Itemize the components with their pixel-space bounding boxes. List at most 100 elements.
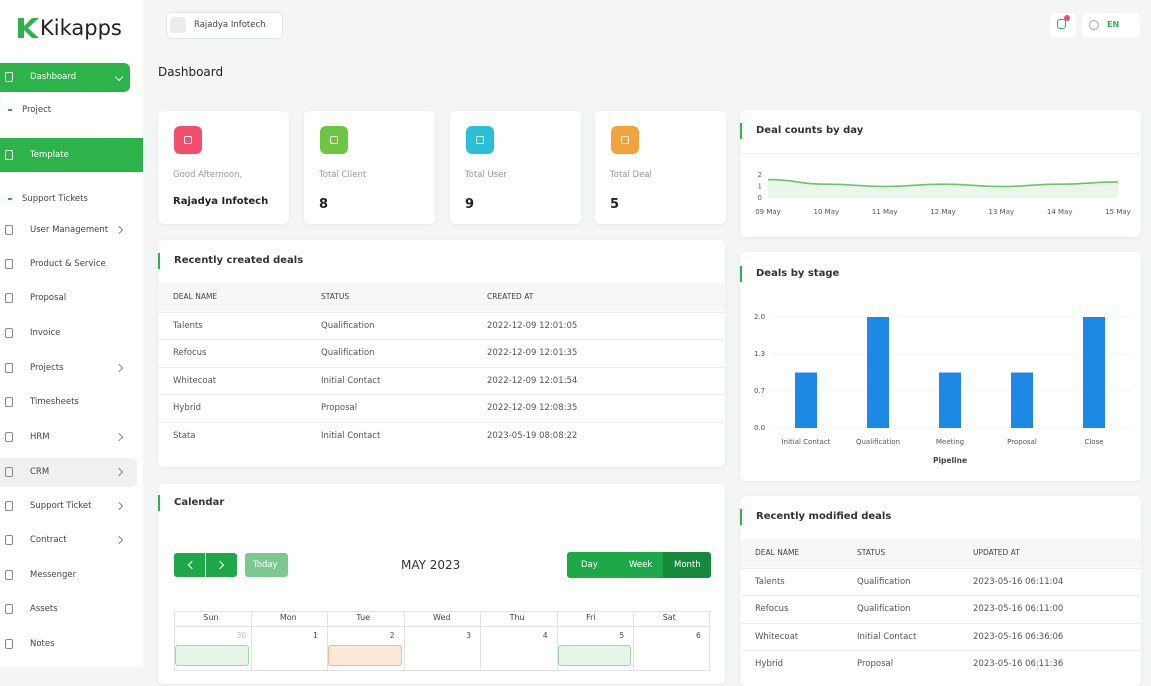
menu-icon bbox=[5, 570, 13, 580]
menu-item[interactable]: User Management bbox=[30, 225, 109, 235]
menu-icon bbox=[5, 604, 13, 614]
y-tick-label: 2 bbox=[758, 171, 762, 179]
x-tick-label: 11 May bbox=[872, 208, 898, 216]
row-divider bbox=[740, 568, 1141, 569]
calendar-col-divider bbox=[250, 611, 252, 671]
weekday: Sun bbox=[203, 613, 219, 622]
stat-value: 9 bbox=[465, 197, 475, 212]
bar bbox=[867, 317, 889, 428]
view-label: Day bbox=[581, 560, 598, 570]
menu-icon bbox=[5, 467, 13, 477]
calendar-date: 30 bbox=[236, 631, 247, 640]
calendar-col-divider bbox=[480, 611, 482, 671]
weekday: Sat bbox=[662, 613, 676, 622]
row-divider bbox=[740, 623, 1141, 624]
view-label: Week bbox=[629, 560, 653, 570]
row-divider bbox=[158, 394, 725, 395]
menu-icon bbox=[5, 225, 13, 235]
line-series bbox=[767, 178, 1119, 188]
table-cell: 2022-12-09 12:01:54 bbox=[487, 376, 578, 386]
menu-item[interactable]: HRM bbox=[30, 432, 50, 442]
table-cell: 2023-05-16 06:36:06 bbox=[973, 632, 1064, 642]
calendar-month: MAY 2023 bbox=[401, 558, 461, 572]
x-tick-label: 15 May bbox=[1105, 208, 1131, 216]
x-tick-label: 12 May bbox=[930, 208, 956, 216]
menu-item[interactable]: Support Ticket bbox=[30, 501, 92, 511]
chart: 0.0 0.7 1.3 2.0 Initial Contact Qualification… bbox=[754, 313, 1130, 465]
menu-icon bbox=[5, 501, 13, 511]
avatar bbox=[170, 17, 186, 33]
menu-arrow bbox=[114, 535, 124, 545]
notification-btn[interactable] bbox=[1050, 13, 1076, 37]
menu-arrow bbox=[114, 432, 124, 442]
prev-button[interactable] bbox=[174, 553, 205, 577]
table-cell: Talents bbox=[755, 577, 785, 587]
y-tick-label: 1.3 bbox=[754, 350, 765, 358]
logo-text: Kikapps bbox=[40, 16, 122, 40]
menu-item[interactable]: Support Tickets bbox=[22, 194, 88, 204]
chart-card bbox=[740, 110, 1141, 237]
table-cell: Qualification bbox=[321, 348, 375, 358]
chart: 0 1 2 09 May 10 May 11 May 12 May 13 May 14 May 1… bbox=[755, 171, 1131, 216]
menu-icon bbox=[5, 639, 13, 649]
calendar-col-divider bbox=[556, 611, 558, 671]
table-cell: Refocus bbox=[173, 348, 207, 358]
language: EN bbox=[1107, 20, 1120, 29]
next-button[interactable] bbox=[206, 553, 237, 577]
stat-icon-glyph bbox=[476, 136, 484, 144]
notification-icon bbox=[1057, 19, 1066, 29]
menu-item[interactable]: Product & Service bbox=[30, 259, 106, 269]
menu-item[interactable]: Template bbox=[30, 150, 69, 160]
active-menu-bg bbox=[0, 63, 130, 92]
view-button[interactable] bbox=[615, 552, 663, 578]
menu-item[interactable]: Projects bbox=[30, 363, 64, 373]
chart-card bbox=[740, 252, 1141, 481]
stat-label: Total Client bbox=[319, 170, 367, 180]
weekday: Wed bbox=[433, 613, 451, 622]
menu-item[interactable]: Notes bbox=[30, 639, 55, 649]
stat-value: 5 bbox=[610, 197, 620, 212]
stat-value: Rajadya Infotech bbox=[173, 196, 269, 207]
today-button[interactable] bbox=[245, 553, 288, 577]
menu-arrow bbox=[114, 225, 124, 235]
stat-icon-glyph bbox=[621, 136, 629, 144]
menu-item[interactable]: Project bbox=[22, 105, 52, 115]
menu-item[interactable]: CRM bbox=[30, 467, 50, 477]
menu-item[interactable]: Proposal bbox=[30, 293, 67, 303]
calendar-date: 5 bbox=[619, 631, 625, 640]
table-cell: Hybrid bbox=[755, 659, 784, 669]
table-cell: Refocus bbox=[755, 604, 789, 614]
column-header: STATUS bbox=[321, 292, 350, 301]
menu-item[interactable]: Contract bbox=[30, 535, 67, 545]
globe-icon bbox=[1089, 20, 1099, 30]
menu-item[interactable]: Timesheets bbox=[30, 397, 79, 407]
view-button[interactable] bbox=[567, 552, 615, 578]
table-header-bg bbox=[158, 283, 725, 311]
page-title: Dashboard bbox=[158, 65, 224, 79]
logo-icon bbox=[18, 18, 39, 38]
calendar-event[interactable] bbox=[175, 645, 249, 666]
menu-item[interactable]: Messenger bbox=[30, 570, 77, 580]
stat-icon bbox=[466, 126, 494, 154]
table-cell: Initial Contact bbox=[321, 376, 381, 386]
menu-item[interactable]: Invoice bbox=[30, 328, 61, 338]
calendar-event[interactable] bbox=[328, 645, 402, 666]
calendar-event[interactable] bbox=[557, 645, 632, 666]
menu-icon bbox=[5, 535, 13, 545]
calendar-date: 1 bbox=[313, 631, 318, 640]
weekday: Tue bbox=[356, 613, 371, 622]
line-area bbox=[768, 179, 1118, 198]
table-title: Recently created deals bbox=[158, 253, 303, 269]
weekday: Fri bbox=[586, 613, 596, 622]
table-cell: Whitecoat bbox=[173, 376, 217, 386]
calendar-date: 4 bbox=[542, 631, 548, 640]
view-button[interactable] bbox=[663, 552, 711, 578]
stat-label: Good Afternoon, bbox=[173, 170, 243, 180]
menu-item[interactable]: Assets bbox=[30, 604, 58, 614]
menu-item[interactable]: Dashboard bbox=[30, 72, 77, 82]
column-header: DEAL NAME bbox=[173, 292, 218, 301]
row-divider bbox=[158, 312, 725, 313]
row-divider bbox=[158, 339, 725, 340]
chart-title: Deals by stage bbox=[740, 266, 839, 282]
table-cell: Proposal bbox=[857, 659, 894, 669]
